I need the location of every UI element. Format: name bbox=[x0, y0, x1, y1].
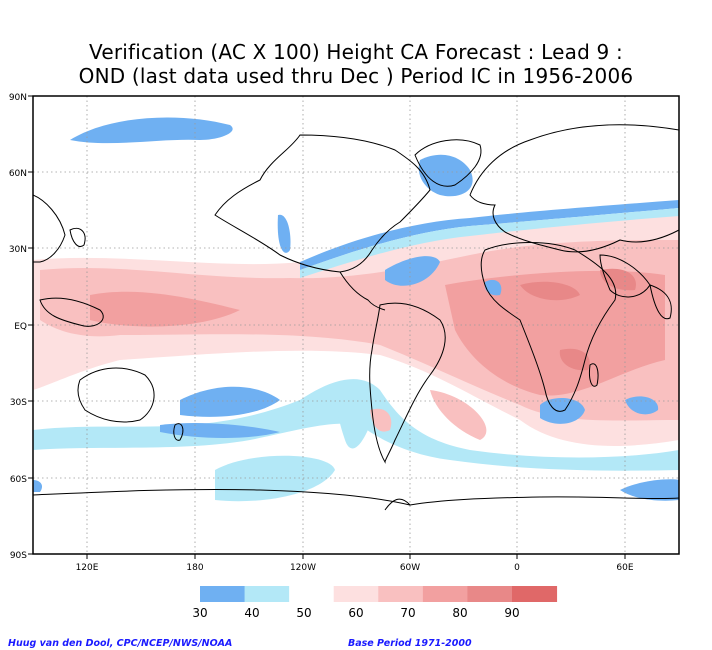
coast-east-asia bbox=[33, 194, 66, 263]
patch-40-south-pacific bbox=[180, 386, 280, 417]
colorbar-label-80: 80 bbox=[452, 606, 467, 620]
coast-india bbox=[649, 284, 672, 320]
lat-label-30n: 30N bbox=[9, 245, 27, 255]
region-80-africa bbox=[445, 270, 665, 396]
lat-label-90n: 90N bbox=[9, 93, 27, 103]
region-90-africa-b bbox=[559, 348, 590, 371]
patch-50-south-pacific-2 bbox=[215, 455, 335, 502]
patch-40-south-of-australia bbox=[160, 422, 280, 438]
patch-40-greenland bbox=[418, 154, 473, 197]
lon-label-180: 180 bbox=[186, 563, 203, 573]
coast-north-america bbox=[214, 134, 431, 273]
coast-antarctica bbox=[33, 488, 679, 506]
patch-40-central-africa bbox=[484, 279, 502, 296]
coast-japan bbox=[69, 227, 86, 247]
colorbar-label-60: 60 bbox=[348, 606, 363, 620]
lon-label-60e: 60E bbox=[616, 563, 633, 573]
colorbar-swatch-3 bbox=[333, 586, 379, 602]
lon-label-120w: 120W bbox=[290, 563, 316, 573]
colorbar-swatch-2 bbox=[289, 586, 335, 602]
base-period-text: Base Period 1971-2000 bbox=[348, 638, 472, 649]
coast-new-zealand bbox=[173, 423, 184, 441]
region-70-south-atlantic bbox=[430, 390, 487, 440]
region-90-africa-a bbox=[520, 281, 580, 301]
patch-40-antarctic-east bbox=[620, 479, 679, 501]
coast-south-america bbox=[369, 302, 446, 464]
colorbar bbox=[200, 586, 558, 602]
patch-40-arctic bbox=[70, 117, 233, 144]
title-line-2: OND (last data used thru Dec ) Period IC… bbox=[78, 64, 634, 88]
patch-50-north-band bbox=[300, 208, 679, 278]
colorbar-swatch-4 bbox=[378, 586, 424, 602]
lon-label-120e: 120E bbox=[76, 563, 99, 573]
coast-greenland bbox=[414, 139, 482, 187]
colorbar-label-30: 30 bbox=[192, 606, 207, 620]
patch-70-south-america bbox=[370, 408, 392, 432]
colorbar-swatch-6 bbox=[467, 586, 513, 602]
coast-africa bbox=[480, 242, 617, 412]
coast-madagascar bbox=[589, 363, 599, 387]
colorbar-swatch-7 bbox=[512, 586, 558, 602]
region-80-pacific bbox=[90, 291, 240, 327]
lat-label-90s: 90S bbox=[10, 551, 27, 561]
region-90-arabia bbox=[600, 268, 636, 291]
coast-australia bbox=[77, 367, 155, 423]
colorbar-swatch-0 bbox=[200, 586, 246, 602]
credit-text: Huug van den Dool, CPC/NCEP/NWS/NOAA bbox=[8, 638, 233, 649]
colorbar-label-40: 40 bbox=[244, 606, 259, 620]
lat-label-60s: 60S bbox=[10, 475, 27, 485]
correlation-field bbox=[33, 117, 679, 502]
coast-eurasia bbox=[469, 124, 679, 253]
lon-label-0: 0 bbox=[514, 563, 520, 573]
coastlines bbox=[33, 124, 679, 511]
coast-indonesia bbox=[39, 297, 104, 327]
lat-axis: 90N 60N 30N EQ 30S 60S 90S bbox=[9, 93, 33, 561]
lon-label-60w: 60W bbox=[400, 563, 420, 573]
coast-arabia bbox=[599, 254, 651, 298]
colorbar-swatch-1 bbox=[244, 586, 290, 602]
lon-axis: 120E 180 120W 60W 0 60E bbox=[76, 554, 634, 573]
patch-40-north-band bbox=[300, 200, 679, 270]
patch-40-north-pacific-tongue bbox=[277, 214, 291, 253]
colorbar-labels: 30 40 50 60 70 80 90 bbox=[192, 606, 519, 620]
coast-antarctic-peninsula bbox=[384, 498, 411, 511]
title-line-1: Verification (AC X 100) Height CA Foreca… bbox=[89, 40, 623, 64]
lat-label-eq: EQ bbox=[14, 322, 27, 332]
colorbar-label-90: 90 bbox=[504, 606, 519, 620]
patch-40-antarctic-west bbox=[33, 480, 43, 492]
colorbar-label-70: 70 bbox=[400, 606, 415, 620]
colorbar-swatch-5 bbox=[422, 586, 468, 602]
lat-label-30s: 30S bbox=[10, 398, 27, 408]
lat-label-60n: 60N bbox=[9, 169, 27, 179]
colorbar-label-50: 50 bbox=[296, 606, 311, 620]
patch-40-caribbean bbox=[385, 256, 440, 286]
patch-50-atlantic-coast bbox=[337, 389, 371, 449]
